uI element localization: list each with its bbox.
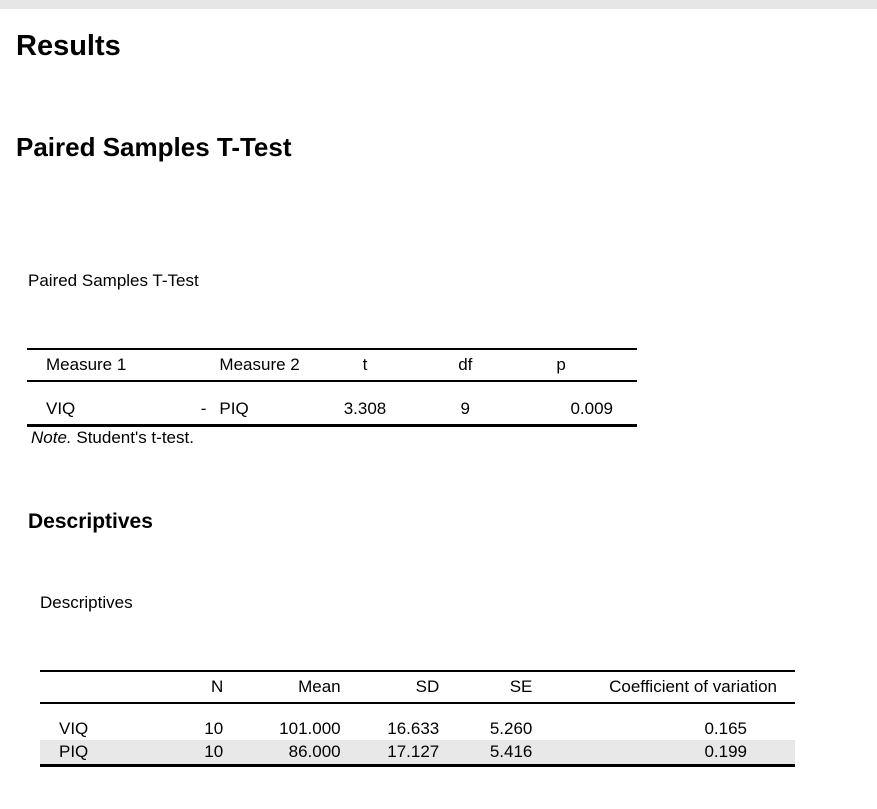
cell-measure1: VIQ xyxy=(46,399,76,418)
col-separator xyxy=(189,349,218,382)
col-df: df xyxy=(421,349,510,382)
ttest-header-row: Measure 1 Measure 2 t df p xyxy=(27,349,637,382)
col-measure1: Measure 1 xyxy=(27,349,190,382)
cell-name: PIQ xyxy=(40,740,169,766)
results-heading: Results xyxy=(16,30,121,62)
cell-cv: 0.199 xyxy=(532,740,795,766)
col-t: t xyxy=(308,349,422,382)
col-p: p xyxy=(509,349,637,382)
cell-n: 10 xyxy=(204,719,224,738)
note-label: Note. xyxy=(31,428,72,447)
cell-sd: 17.127 xyxy=(340,740,440,766)
table-row: VIQ 10 101.000 16.633 5.260 0.165 xyxy=(40,703,795,740)
descriptives-table: N Mean SD SE Coefficient of variation VI… xyxy=(40,670,795,767)
cell-p: 0.009 xyxy=(570,399,613,418)
col-cv: Coefficient of variation xyxy=(532,671,795,704)
descriptives-heading: Descriptives xyxy=(28,510,153,533)
col-sd: SD xyxy=(340,671,440,704)
col-name xyxy=(40,671,169,704)
col-n: N xyxy=(168,671,224,704)
col-mean: Mean xyxy=(223,671,341,704)
ttest-table-caption: Paired Samples T-Test xyxy=(28,271,199,290)
cell-df: 9 xyxy=(460,399,471,418)
table-row: PIQ 10 86.000 17.127 5.416 0.199 xyxy=(40,740,795,766)
top-bar xyxy=(0,0,877,9)
cell-separator: - xyxy=(200,399,207,418)
col-se: SE xyxy=(439,671,533,704)
cell-t: 3.308 xyxy=(343,399,387,418)
note-text: Student's t-test. xyxy=(71,428,194,447)
cell-n: 10 xyxy=(168,740,224,766)
cell-cv: 0.165 xyxy=(704,719,747,738)
desc-table-caption: Descriptives xyxy=(40,593,133,612)
ttest-table: Measure 1 Measure 2 t df p VIQ - PIQ 3.3… xyxy=(27,348,637,427)
table-row: VIQ - PIQ 3.308 9 0.009 xyxy=(27,381,637,426)
col-measure2: Measure 2 xyxy=(217,349,309,382)
ttest-heading: Paired Samples T-Test xyxy=(16,132,292,162)
cell-name: VIQ xyxy=(59,719,89,738)
cell-mean: 101.000 xyxy=(279,719,341,738)
cell-se: 5.260 xyxy=(489,719,533,738)
cell-sd: 16.633 xyxy=(387,719,440,738)
desc-header-row: N Mean SD SE Coefficient of variation xyxy=(40,671,795,704)
ttest-note: Note. Student's t-test. xyxy=(31,428,194,448)
cell-mean: 86.000 xyxy=(223,740,341,766)
cell-se: 5.416 xyxy=(439,740,533,766)
cell-measure2: PIQ xyxy=(219,399,249,418)
